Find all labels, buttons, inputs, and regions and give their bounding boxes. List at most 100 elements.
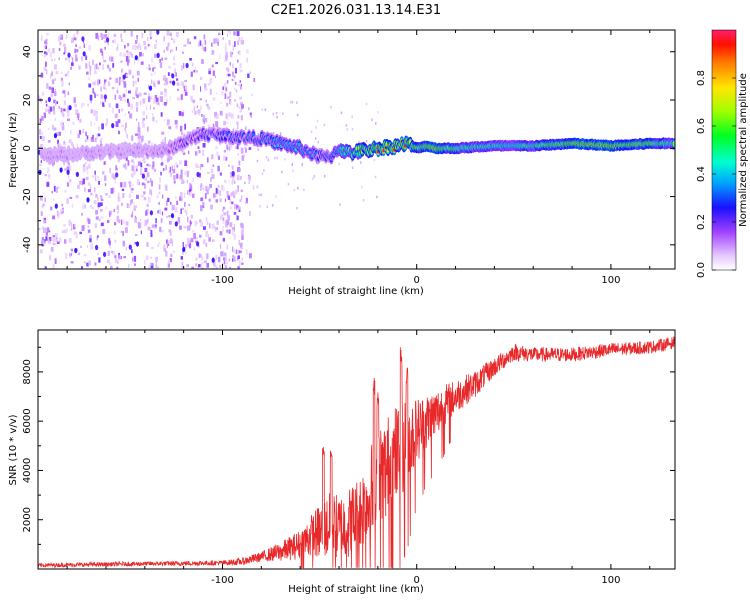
noise-cell	[111, 173, 115, 179]
noise-cell	[227, 195, 231, 200]
noise-cell	[182, 51, 185, 54]
colorbar-gradient	[712, 30, 736, 270]
noise-cell	[195, 240, 198, 243]
noise-cell	[95, 115, 98, 121]
noise-cell	[232, 128, 235, 134]
noise-cell	[103, 251, 107, 257]
noise-cell	[223, 155, 226, 161]
noise-cell	[241, 262, 244, 265]
noise-cell	[90, 109, 93, 114]
noise-cell	[169, 221, 172, 225]
noise-cell	[57, 143, 60, 149]
noise-cell	[94, 122, 96, 125]
noise-cell	[202, 239, 206, 244]
noise-cell	[237, 266, 240, 269]
noise-cell	[220, 101, 222, 104]
noise-cell	[201, 59, 204, 64]
noise-cell	[91, 175, 94, 178]
noise-cell	[135, 90, 138, 96]
noise-cell	[54, 58, 56, 61]
noise-cell	[97, 175, 100, 181]
noise-cell	[239, 176, 242, 180]
noise-cell	[229, 91, 232, 98]
noise-cell	[241, 257, 243, 261]
noise-cell	[140, 230, 142, 235]
noise-cell	[222, 262, 224, 265]
noise-cell	[131, 159, 134, 163]
noise-cell	[138, 92, 142, 97]
noise-cell	[169, 166, 171, 173]
noise-cell	[62, 122, 64, 126]
noise-cell	[224, 252, 227, 256]
noise-cell	[128, 55, 131, 59]
noise-cell	[208, 237, 211, 242]
noise-cell	[225, 87, 228, 92]
noise-cell	[123, 256, 126, 259]
noise-cell	[120, 33, 122, 39]
noise-cell	[168, 66, 171, 69]
noise-cell	[70, 130, 72, 135]
noise-cell	[99, 62, 101, 66]
noise-cell	[81, 225, 85, 232]
noise-cell	[237, 115, 240, 119]
noise-cell	[166, 239, 168, 244]
noise-cell	[236, 103, 239, 108]
noise-cell	[113, 175, 116, 180]
noise-cell	[74, 48, 77, 54]
noise-cell	[198, 264, 201, 268]
noise-cell	[218, 32, 221, 36]
noise-cell	[107, 32, 109, 38]
noise-cell	[79, 180, 83, 185]
noise-cell	[89, 234, 92, 240]
noise-cell	[188, 204, 190, 207]
noise-cell	[190, 190, 192, 197]
noise-cell	[166, 152, 168, 158]
noise-cell	[60, 212, 63, 215]
noise-cell	[108, 103, 111, 108]
noise-cell	[193, 69, 196, 73]
noise-cell	[240, 242, 243, 246]
noise-cell	[188, 189, 191, 192]
noise-cell	[130, 214, 133, 218]
noise-cell	[63, 224, 66, 227]
noise-cell	[179, 196, 182, 201]
noise-cell	[50, 206, 53, 211]
noise-cell	[116, 90, 119, 94]
noise-cell	[71, 203, 74, 209]
noise-cell	[222, 217, 225, 221]
noise-cell	[117, 210, 119, 214]
noise-cell	[207, 83, 211, 86]
noise-cell	[87, 229, 91, 233]
noise-cell	[65, 253, 68, 259]
noise-cell	[111, 123, 115, 129]
noise-cell	[243, 154, 246, 157]
noise-cell	[40, 72, 44, 78]
noise-cell	[205, 118, 208, 123]
noise-cell	[175, 124, 178, 129]
noise-cell	[115, 77, 119, 83]
noise-cell	[216, 151, 219, 157]
noise-cell	[238, 50, 241, 56]
noise-cell	[64, 229, 67, 234]
noise-cell	[190, 184, 192, 188]
noise-cell	[146, 173, 149, 178]
noise-cell	[39, 136, 42, 139]
noise-cell	[53, 111, 56, 115]
noise-cell	[150, 232, 153, 238]
noise-cell	[214, 226, 217, 230]
noise-cell	[117, 196, 121, 202]
noise-cell	[144, 219, 148, 226]
noise-cell	[139, 45, 142, 51]
noise-cell	[340, 111, 343, 115]
noise-cell	[238, 240, 240, 246]
noise-cell	[228, 258, 231, 262]
noise-cell	[215, 92, 218, 95]
noise-cell	[102, 51, 104, 57]
noise-cell	[39, 118, 42, 123]
noise-cell	[291, 163, 293, 166]
noise-cell	[174, 207, 178, 213]
noise-cell	[128, 193, 132, 198]
noise-cell	[228, 164, 230, 167]
noise-cell	[276, 115, 278, 119]
noise-cell	[235, 89, 238, 93]
